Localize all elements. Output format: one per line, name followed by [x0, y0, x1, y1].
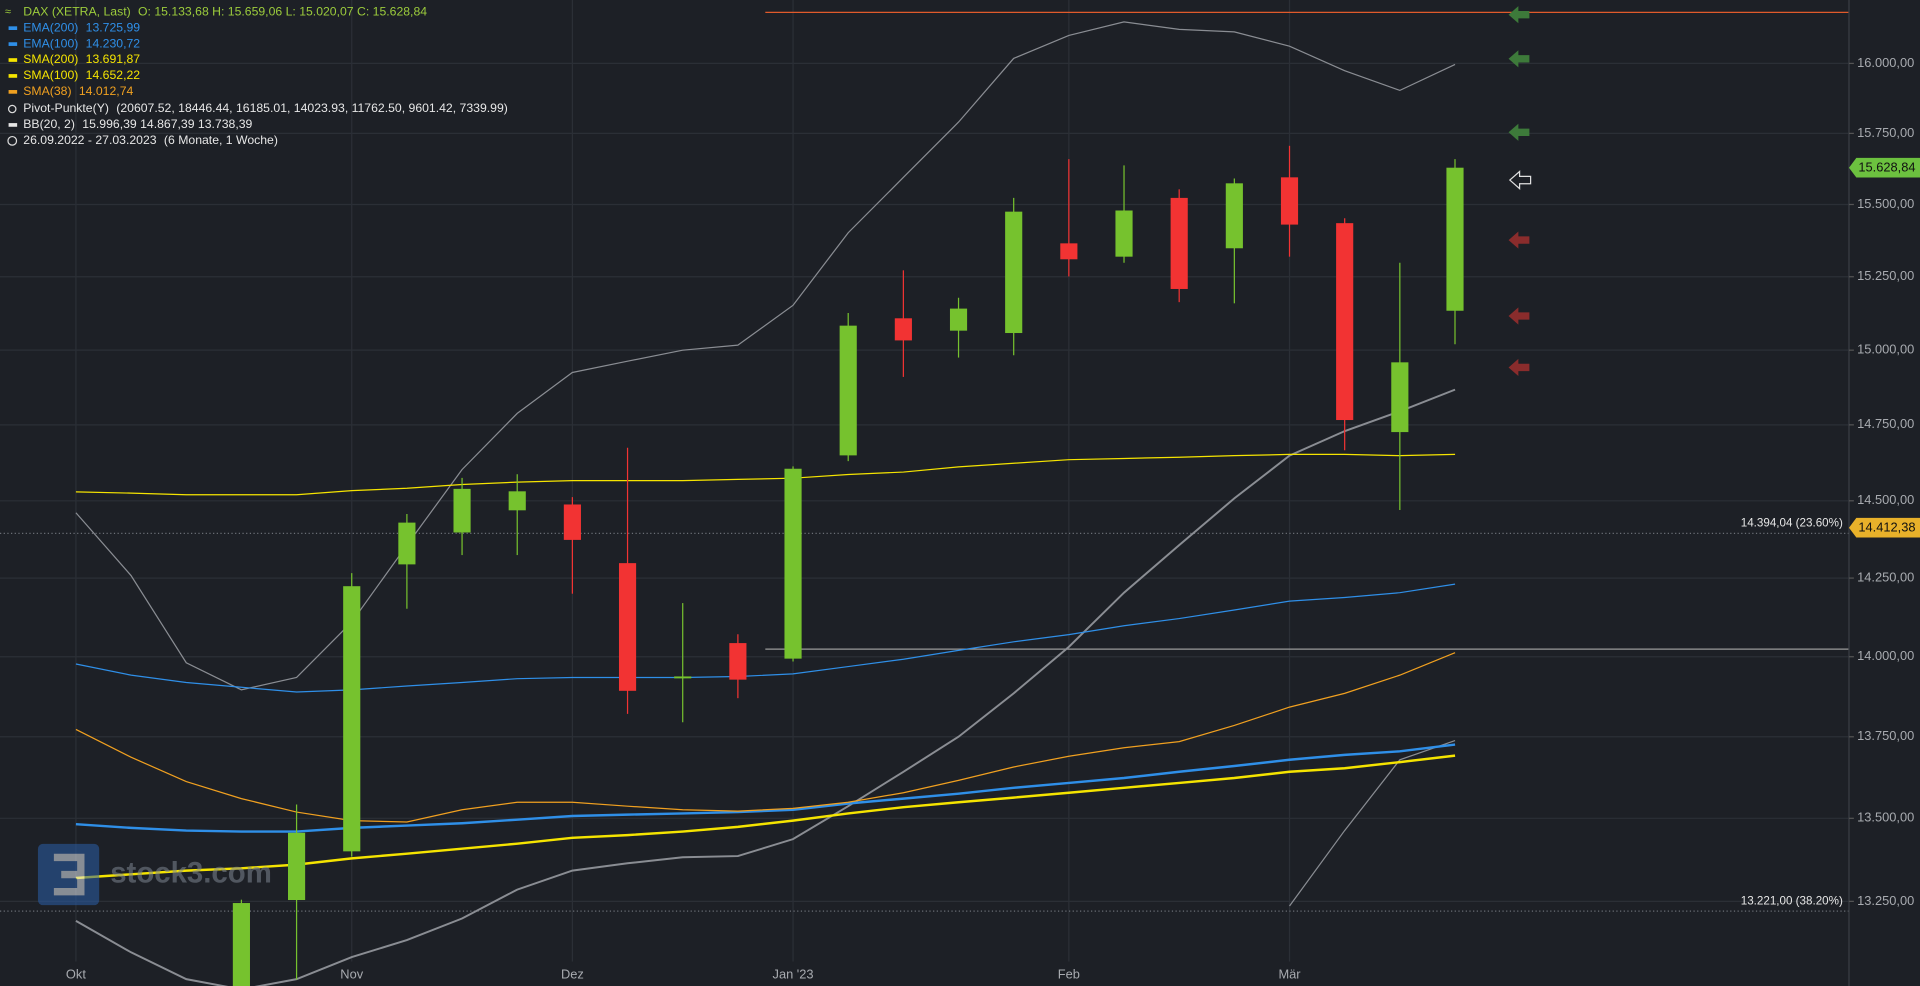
legend-value: 14.652,22	[86, 68, 141, 82]
arrow	[1508, 231, 1530, 249]
legend-name: SMA(200)	[23, 52, 78, 66]
candle-body	[1060, 243, 1078, 260]
candle-body	[563, 504, 581, 540]
candle-body	[1115, 210, 1133, 257]
y-tick-label: 13.750,00	[1857, 728, 1914, 743]
y-tick-label: 14.000,00	[1857, 648, 1914, 663]
candle-body	[1170, 197, 1188, 289]
y-tick-label: 15.250,00	[1857, 268, 1914, 283]
candle-body	[1446, 167, 1464, 311]
fib-label: 14.394,04 (23.60%)	[1741, 517, 1843, 530]
candle-body	[674, 676, 692, 679]
x-tick-label: Mär	[1278, 966, 1301, 981]
y-tick-label: 14.750,00	[1857, 416, 1914, 431]
bb-middle	[75, 388, 1456, 986]
legend: ≈ DAX (XETRA, Last) O: 15.133,68 H: 15.659…	[5, 4, 508, 147]
arrow	[1508, 358, 1530, 377]
bb-lower	[1289, 739, 1456, 907]
indicator-line	[75, 583, 1456, 693]
y-tick-label: 14.500,00	[1857, 492, 1914, 507]
logo-glyph	[53, 853, 85, 896]
price-tag-label: 15.628,84	[1858, 160, 1915, 175]
candle-body	[232, 903, 250, 986]
indicator-line	[75, 754, 1456, 880]
plot-area	[0, 11, 1849, 986]
x-tick-label: Jan '23	[773, 966, 814, 981]
y-tick-label: 16.000,00	[1857, 55, 1914, 70]
price-tag	[1848, 157, 1920, 178]
candle-body	[1225, 183, 1243, 249]
arrow	[1508, 50, 1530, 68]
legend-icon	[8, 90, 18, 94]
legend-value: 15.996,39 14.867,39 13.738,39	[82, 117, 252, 131]
y-tick-label: 15.750,00	[1857, 125, 1914, 140]
legend-icon	[8, 58, 18, 62]
indicator-line	[75, 652, 1456, 823]
legend-value: 13.725,99	[86, 20, 141, 34]
candle-body	[949, 308, 968, 331]
candle-body	[618, 563, 637, 691]
candle-body	[343, 586, 361, 852]
arrow	[1508, 307, 1530, 325]
legend-name: EMA(200)	[23, 20, 78, 34]
y-tick-label: 13.500,00	[1857, 810, 1914, 825]
candle-body	[1391, 362, 1409, 433]
watermark: stock3.com	[37, 843, 272, 906]
x-tick-label: Nov	[340, 966, 363, 981]
legend-icon	[8, 42, 18, 46]
y-tick-label: 13.250,00	[1857, 893, 1914, 908]
candle-body	[839, 325, 857, 456]
legend-icon: ≈	[5, 6, 11, 18]
candle-body	[1336, 223, 1354, 421]
legend-icon	[8, 74, 18, 78]
legend-name: SMA(100)	[23, 68, 78, 82]
legend-name: Pivot-Punkte(Y)	[23, 101, 109, 115]
legend-icon	[8, 123, 18, 127]
fib-label: 13.221,00 (38.20%)	[1741, 894, 1843, 907]
candle-body	[894, 318, 912, 341]
legend-value: (20607.52, 18446.44, 16185.01, 14023.93,…	[116, 101, 508, 115]
arrow	[1508, 6, 1530, 24]
y-tick-label: 14.250,00	[1857, 569, 1914, 584]
candle-body	[288, 832, 306, 901]
arrow	[1508, 123, 1530, 141]
price-tag-label: 14.412,38	[1858, 520, 1915, 535]
watermark-text: stock3.com	[110, 856, 272, 889]
y-tick-label: 15.000,00	[1857, 342, 1914, 357]
candle-body	[1005, 211, 1023, 334]
x-tick-label: Dez	[561, 966, 584, 981]
legend-icon	[8, 26, 18, 31]
indicator-line	[75, 743, 1456, 833]
price-tag	[1848, 517, 1920, 538]
legend-icon	[7, 135, 18, 146]
legend-symbol: DAX (XETRA, Last)	[23, 4, 130, 18]
candle-body	[398, 522, 416, 565]
legend-value: 14.230,72	[86, 36, 141, 50]
arrow	[1508, 170, 1532, 190]
indicator-line	[75, 453, 1456, 496]
legend-date: 26.09.2022 - 27.03.2023	[23, 133, 157, 147]
legend-name: SMA(38)	[23, 84, 71, 98]
legend-icon	[7, 104, 17, 114]
price-axis: 13.250,00 13.500,00 13.750,00 14.000,00 14.2…	[1848, 55, 1920, 908]
legend-ohlc: O: 15.133,68 H: 15.659,06 L: 15.020,07 C…	[138, 4, 427, 18]
candle-body	[729, 643, 747, 680]
x-tick-label: Feb	[1058, 966, 1080, 981]
candle-body	[453, 488, 471, 533]
candle-body	[784, 468, 802, 659]
legend-name: EMA(100)	[23, 36, 78, 50]
signal-arrows	[1508, 6, 1532, 377]
legend-name: BB(20, 2)	[23, 117, 75, 131]
candle-body	[508, 491, 526, 511]
y-tick-label: 15.500,00	[1857, 196, 1914, 211]
candle-body	[1280, 177, 1299, 225]
legend-span: (6 Monate, 1 Woche)	[164, 133, 278, 147]
bb-upper	[75, 21, 1456, 691]
x-tick-label: Okt	[66, 966, 86, 981]
legend-value: 14.012,74	[79, 84, 134, 98]
legend-value: 13.691,87	[86, 52, 141, 66]
